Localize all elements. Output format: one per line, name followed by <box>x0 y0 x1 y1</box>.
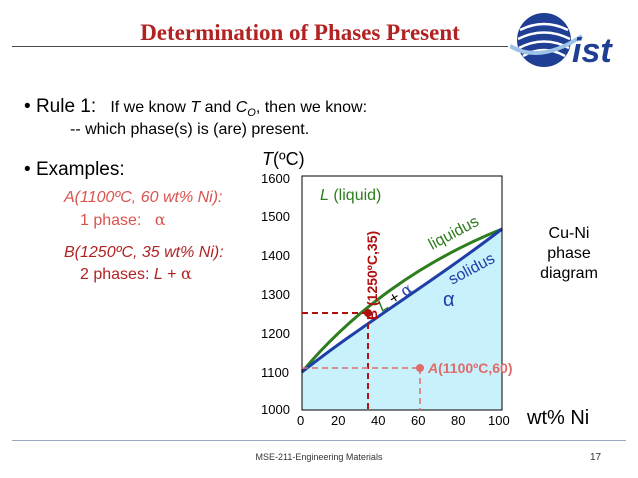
x-tick-80: 80 <box>451 413 465 428</box>
rule-bullet: • Rule 1: If we know T and CO, then we k… <box>24 96 367 119</box>
x-axis-title: wt% Ni <box>527 407 590 429</box>
x-tick-60: 60 <box>411 413 425 428</box>
logo-globe-icon <box>510 13 584 67</box>
page-number: 17 <box>590 452 602 463</box>
y-tick-1300: 1300 <box>261 287 290 302</box>
x-tick-40: 40 <box>371 413 385 428</box>
rule-label: Rule 1: <box>35 96 97 117</box>
slide-title: Determination of Phases Present <box>140 20 460 45</box>
caption-line-3: diagram <box>540 265 598 282</box>
footer-divider <box>12 440 626 441</box>
ist-logo: ist <box>510 13 613 70</box>
liquid-region-label: L (liquid) <box>320 187 381 204</box>
y-axis-title: T(ºC) <box>262 149 305 169</box>
logo-text: ist <box>572 32 613 70</box>
bullet-symbol: • <box>24 159 31 180</box>
y-tick-1600: 1600 <box>261 171 290 186</box>
alpha-region <box>302 229 502 410</box>
example-b-result: 2 phases: L + α <box>80 264 192 284</box>
example-a-condition: A(1100ºC, 60 wt% Ni): <box>64 189 223 206</box>
rule-C: C <box>235 99 248 116</box>
y-tick-1400: 1400 <box>261 248 290 263</box>
liquidus-curve <box>300 227 503 373</box>
example-a-result: 1 phase: α <box>80 210 166 230</box>
rule-subtext: -- which phase(s) is (are) present. <box>70 121 310 138</box>
example-b-alpha: α <box>180 264 192 283</box>
rule-text-b: , then we know: <box>255 99 368 116</box>
y-tick-1000: 1000 <box>261 402 290 417</box>
example-b-L: L <box>153 266 163 283</box>
examples-bullet: • Examples: <box>24 159 125 181</box>
footer-text: MSE-211-Engineering Materials <box>255 452 383 462</box>
y-ticks: 1600 1500 1400 1300 1200 1100 1000 <box>261 171 290 417</box>
example-a-prefix: 1 phase: <box>80 212 142 229</box>
examples-label: Examples: <box>35 159 125 180</box>
diagram-caption: Cu-Ni phase diagram <box>532 224 606 284</box>
rule-and: and <box>200 99 236 116</box>
y-tick-1100: 1100 <box>261 365 289 380</box>
y-tick-1200: 1200 <box>261 326 290 341</box>
bullet-symbol: • <box>24 96 31 117</box>
point-b-label: B (1250ºC,35) <box>364 231 380 320</box>
solidus-curve <box>301 227 503 374</box>
example-b-prefix: 2 phases: <box>80 266 154 283</box>
title-divider <box>12 46 508 47</box>
y-tick-1500: 1500 <box>261 209 290 224</box>
point-a-label: A(1100ºC,60) <box>427 360 513 376</box>
alpha-region-label: α <box>443 289 455 311</box>
caption-line-2: phase <box>547 245 591 262</box>
x-tick-20: 20 <box>331 413 345 428</box>
rule-T: T <box>190 99 201 116</box>
rule-C-sub: O <box>247 107 256 120</box>
x-ticks: 0 20 40 60 80 100 <box>297 413 510 428</box>
example-a-phase: α <box>154 210 166 229</box>
point-a-marker <box>416 364 424 372</box>
rule-text-a: If we know <box>110 99 191 116</box>
x-tick-0: 0 <box>297 413 304 428</box>
point-b-marker <box>364 309 372 317</box>
caption-line-1: Cu-Ni <box>548 225 590 242</box>
example-b-plus: + <box>162 266 181 283</box>
plot-border <box>301 175 503 411</box>
example-b-condition: B(1250ºC, 35 wt% Ni): <box>64 244 224 261</box>
x-tick-100: 100 <box>488 413 510 428</box>
